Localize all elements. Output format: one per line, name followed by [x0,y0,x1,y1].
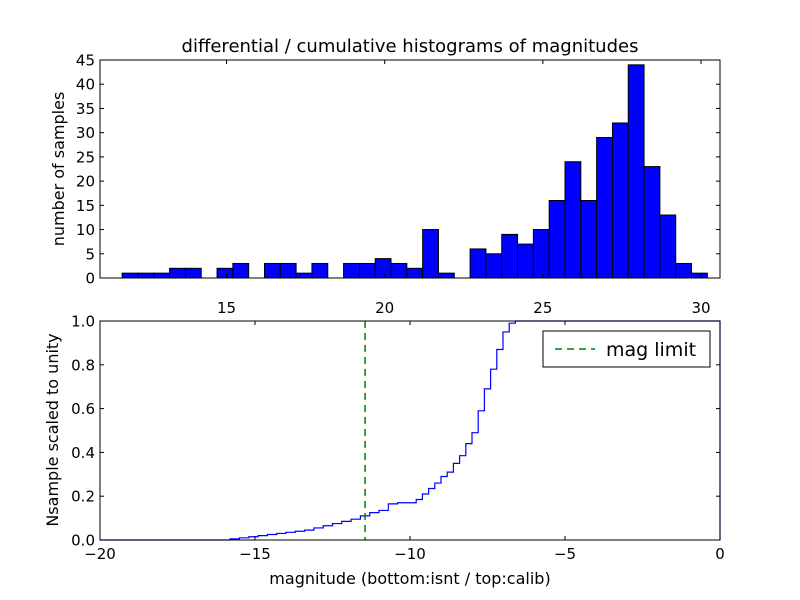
histogram-bar [643,166,661,279]
histogram-bar [184,267,202,279]
histogram-bar [659,214,677,279]
histogram-bar [169,267,186,279]
cumulative-xtick-label: −5 [554,545,576,563]
histogram-bar [485,253,503,279]
histogram-xtick-label: 15 [217,299,236,317]
histogram-bar [263,262,281,279]
histogram-ytick-label: 20 [76,173,95,191]
histogram-bar [627,64,645,279]
histogram-ytick-label: 45 [76,52,95,70]
histogram-ytick-label: 10 [76,221,95,239]
cumulative-ytick-label: 1.0 [71,313,95,331]
histogram-xtick-label: 20 [375,299,394,317]
histogram-ticks: 0 5 10 15 20 25 30 35 40 45 15 20 25 30 [76,52,720,317]
legend: mag limit [542,330,711,368]
histogram-ytick-label: 25 [76,148,95,166]
histogram-bar [216,267,234,279]
histogram-bar [532,229,550,279]
histogram-xtick-label: 25 [533,299,552,317]
histogram-ytick-label: 15 [76,197,95,215]
histogram-frame [99,59,721,279]
histogram-bar [279,262,297,279]
histogram-ytick-label: 40 [76,76,95,94]
histogram-bar [437,272,455,279]
cumulative-ytick-label: 0.6 [71,400,95,418]
histogram-bar [358,262,376,279]
cumulative-xlabel: magnitude (bottom:isnt / top:calib) [269,569,550,588]
histogram-ytick-label: 0 [85,270,95,288]
cumulative-frame [99,320,721,541]
histogram-bar [153,272,171,279]
cumulative-ytick-label: 0.4 [71,444,95,462]
histogram-bar [374,258,392,279]
histogram-bar [422,229,439,279]
histogram-panel: 0 5 10 15 20 25 30 35 40 45 15 20 25 30 number of sam… [49,52,721,317]
histogram-bar [311,262,329,279]
histogram-ytick-label: 35 [76,100,95,118]
cumulative-xtick-label: −10 [394,545,426,563]
histogram-bar [611,122,629,279]
histogram-bar [691,272,708,279]
histogram-bar [469,248,487,279]
histogram-bar [580,199,598,279]
histogram-bar [390,262,408,279]
cumulative-panel: 0.0 0.2 0.4 0.6 0.8 1.0 −20 −15 −10 −5 0 magnitude… [43,313,725,589]
chart-title: differential / cumulative histograms of … [182,36,639,57]
histogram-bar [548,199,566,279]
histogram-bar [121,272,139,279]
cumulative-ytick-label: 0.2 [71,488,95,506]
cumulative-xtick-label: −15 [239,545,271,563]
histogram-bar [137,272,155,279]
histogram-bars [121,64,708,279]
histogram-bar [295,272,313,279]
legend-label: mag limit [606,339,696,361]
histogram-bar [564,161,582,279]
histogram-bar [232,262,250,279]
histogram-bar [343,262,360,279]
histogram-bar [675,262,693,279]
histogram-bar [406,267,424,279]
histogram-ytick-label: 30 [76,124,95,142]
cumulative-xtick-label: 0 [715,545,725,563]
cumulative-line [100,320,721,541]
cumulative-ytick-label: 0.8 [71,356,95,374]
histogram-ylabel: number of samples [49,92,68,247]
cumulative-ytick-label: 0.0 [71,532,95,550]
cumulative-ylabel: Nsample scaled to unity [43,333,62,526]
histogram-ytick-label: 5 [85,245,95,263]
histogram-bar [517,243,534,279]
histogram-bar [501,233,519,279]
cumulative-xtick-label: −20 [84,545,116,563]
histogram-bar [596,137,613,279]
histogram-xtick-label: 30 [691,299,710,317]
